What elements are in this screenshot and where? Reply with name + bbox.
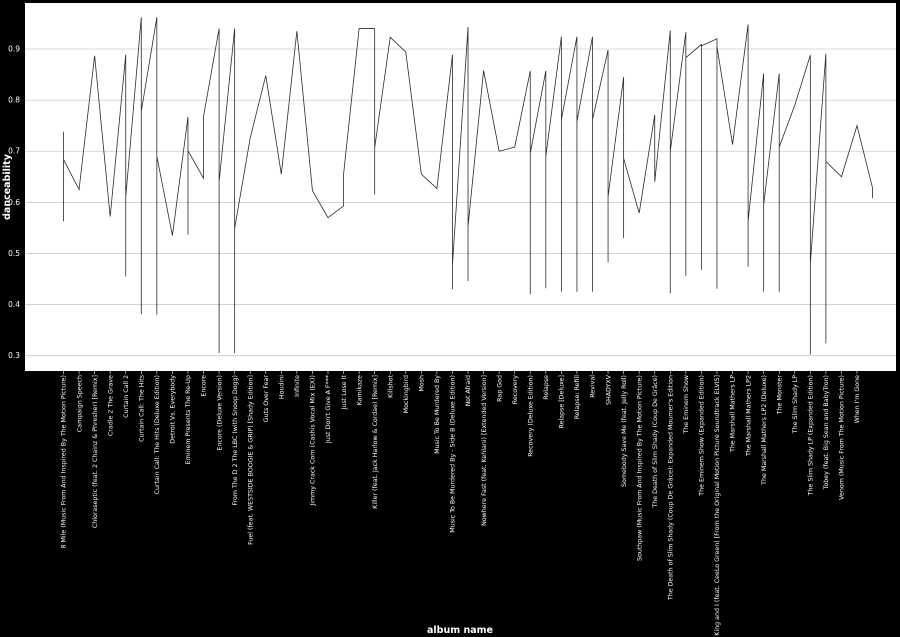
x-tick-label: Infinite: [294, 375, 301, 397]
x-tick-label: The Slim Shady LP (Expanded Edition): [808, 375, 815, 496]
series-line: [63, 17, 873, 355]
x-tick-label: Recovery (Deluxe Edition): [527, 375, 534, 457]
x-tick-label: Curtain Call: The Hits: [138, 375, 145, 442]
x-tick-label: Venom (Music From The Motion Picture): [839, 375, 846, 500]
y-axis-ticks: 0.3 0.4 0.5 0.6 0.7 0.8 0.9: [8, 45, 20, 361]
x-tick-label: Mosh: [419, 375, 426, 392]
x-tick-label: The Marshall Mathers LP2 (Deluxe): [761, 375, 768, 486]
x-tick-label: SHADYXV: [605, 374, 612, 405]
x-tick-label: Jimmy Crack Corn (Cashis Vocal Mix (EX)): [310, 375, 317, 507]
x-tick-label: Recovery: [512, 375, 519, 404]
x-tick-label: Mockingbird: [403, 375, 410, 413]
x-tick-label: Cradle 2 The Grave: [107, 375, 114, 436]
x-tick-label: Tobey (feat. Big Sean and BabyTron): [823, 375, 830, 490]
x-tick-label: Curtain Call: The Hits (Deluxe Edition): [154, 375, 161, 494]
y-tick-label: 0.4: [8, 300, 20, 309]
x-tick-label: Eminem Presents The Re-Up: [185, 375, 192, 464]
x-tick-label: Music To Be Murdered By - Side B (Deluxe…: [450, 375, 457, 533]
x-tick-label: Killshot: [387, 374, 394, 398]
y-tick-label: 0.5: [8, 249, 20, 258]
x-tick-label: Music To Be Murdered By: [434, 375, 441, 454]
y-tick-label: 0.9: [8, 45, 20, 54]
grid-lines: [25, 48, 896, 357]
x-tick-label: The Eminem Show: [683, 375, 690, 435]
x-tick-label: Somebody Save Me (feat. Jelly Roll): [621, 375, 628, 487]
y-tick-label: 0.8: [8, 96, 20, 105]
x-tick-label: Fuel (feat. WESTSIDE BOOGIE & GRIP) [Sha…: [247, 375, 254, 545]
x-tick-label: Chloraseptic (feat. 2 Chainz & Phresher)…: [92, 375, 99, 528]
plot-area: [25, 3, 896, 371]
x-axis-title: album name: [427, 625, 493, 636]
x-tick-label: Rap God: [496, 375, 503, 402]
x-tick-label: When I'm Gone: [854, 375, 861, 424]
x-tick-label: The Death of Slim Shady (Coup De Grâce): [651, 375, 659, 509]
x-tick-label: Just Lose It: [341, 374, 348, 410]
y-tick-label: 0.6: [8, 198, 20, 207]
y-tick-label: 0.7: [8, 147, 20, 156]
x-tick-label: The King and I (feat. CeeLo Green) [From…: [714, 375, 721, 637]
x-axis-ticks: 8 Mile (Music From And Inspired By The M…: [61, 371, 861, 637]
x-tick-label: Campaign Speech: [76, 375, 83, 432]
x-tick-label: Southpaw (Music From And Inspired By The…: [636, 375, 643, 561]
x-tick-label: The Monster: [776, 375, 783, 416]
x-tick-label: The Marshall Mathers LP: [730, 375, 737, 453]
x-tick-label: Relapse: Refill: [574, 375, 581, 420]
x-tick-label: Encore (Deluxe Version): [216, 375, 223, 451]
x-tick-label: Relapse: [543, 375, 550, 400]
x-tick-label: Encore: [201, 375, 208, 397]
x-tick-label: Nowhere Fast (feat. Kehlani) [Extended V…: [481, 375, 488, 526]
x-tick-label: Relapse [Deluxe]: [559, 375, 566, 429]
x-tick-label: The Slim Shady LP: [792, 375, 799, 434]
x-tick-label: Detroit Vs. Everybody: [170, 375, 177, 444]
x-tick-label: Kamikaze: [356, 375, 363, 405]
x-tick-label: The Marshall Mathers LP2: [745, 375, 752, 457]
x-tick-label: Killer (feat. Jack Harlow & Cordae) [Rem…: [372, 375, 379, 509]
x-tick-label: Just Don't Give A F***: [325, 375, 332, 444]
y-tick-label: 0.3: [8, 351, 20, 360]
x-tick-label: Curtain Call 2: [123, 375, 130, 418]
x-tick-label: Guts Over Fear: [263, 375, 270, 423]
x-tick-label: The Eminem Show (Expanded Edition): [699, 375, 706, 497]
x-tick-label: The Death of Slim Shady (Coup De Grâce):…: [666, 375, 674, 601]
x-tick-label: Houdini: [279, 375, 286, 399]
x-tick-label: Not Afraid: [465, 375, 472, 407]
y-axis-title: danceability: [2, 153, 13, 220]
x-tick-label: Revival: [590, 375, 597, 398]
x-tick-label: From The D 2 The LBC (with Snoop Dogg): [232, 375, 239, 506]
x-tick-label: 8 Mile (Music From And Inspired By The M…: [61, 375, 68, 549]
